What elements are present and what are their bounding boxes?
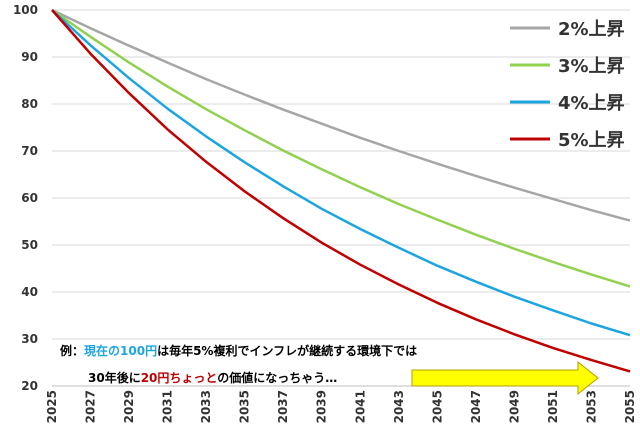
x-tick-label: 2033 [199,390,213,423]
legend-label: 3%上昇 [558,56,625,77]
x-tick-label: 2025 [45,390,59,423]
annotation-line-1: 例：現在の100円は毎年5%複利でインフレが継続する環境下では [60,343,417,358]
legend-label: 2%上昇 [558,19,625,40]
annotation-span: の価値になっちゃう… [217,370,337,385]
y-tick-label: 20 [21,379,38,393]
x-tick-label: 2031 [161,390,175,423]
x-tick-label: 2053 [584,390,598,423]
series-line-4pct [51,9,631,337]
x-tick-label: 2037 [276,390,290,423]
annotation-span: 20円ちょっと [141,371,218,385]
series-lines [51,8,631,373]
x-tick-label: 2043 [392,390,406,423]
legend-label: 4%上昇 [558,93,625,114]
annotation-span: 例： [60,343,84,358]
x-tick-label: 2045 [430,390,444,423]
y-tick-label: 60 [21,191,38,205]
annotation-span: は毎年5%複利でインフレが継続する環境下では [157,343,417,358]
legend-label: 5%上昇 [558,130,625,151]
x-axis-ticks: 2025 2027 2029 2031 2033 2035 2037 2039 2041 2043… [45,390,637,423]
series-line-3pct [51,8,631,288]
yellow-arrow [411,360,599,396]
x-tick-label: 2055 [623,390,637,423]
annotation-line-2: 30年後に20円ちょっとの価値になっちゃう… [88,370,337,385]
grid-lines [52,9,630,340]
y-tick-label: 70 [21,144,38,158]
x-tick-label: 2027 [84,390,98,423]
x-tick-label: 2051 [546,390,560,423]
annotation-span: 30年後に [88,370,141,385]
annotation: 例：現在の100円は毎年5%複利でインフレが継続する環境下では 30年後に20円… [60,343,599,396]
x-tick-label: 2047 [469,390,483,423]
x-tick-label: 2039 [315,390,329,423]
y-axis-ticks: 20 30 40 50 60 70 80 90 100 [13,3,38,393]
y-tick-label: 80 [21,97,38,111]
x-tick-label: 2041 [353,390,367,423]
x-tick-label: 2029 [122,390,136,423]
series-line-5pct [51,9,631,373]
x-tick-label: 2035 [238,390,252,423]
series-line-2pct [51,8,631,222]
y-tick-label: 30 [21,332,38,346]
annotation-span: 現在の100円 [84,343,157,358]
y-tick-label: 40 [21,285,38,299]
y-tick-label: 90 [21,50,38,64]
x-tick-label: 2049 [507,390,521,423]
y-tick-label: 50 [21,238,38,252]
y-tick-label: 100 [13,3,38,17]
legend: 2%上昇 3%上昇 4%上昇 5%上昇 [510,19,625,151]
